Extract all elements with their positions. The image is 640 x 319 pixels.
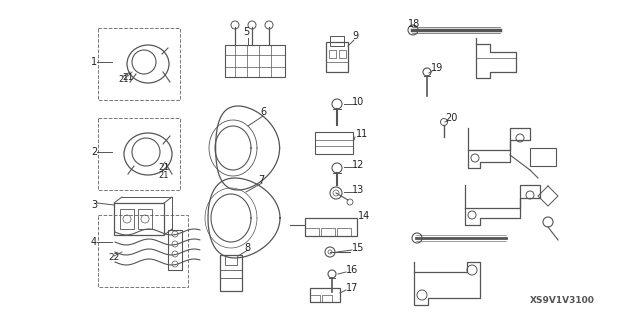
Text: 2: 2 xyxy=(91,147,97,157)
Bar xyxy=(114,203,164,235)
Bar xyxy=(530,148,556,166)
Text: 21: 21 xyxy=(158,170,168,180)
Bar xyxy=(98,215,188,287)
Bar xyxy=(305,218,357,236)
Bar xyxy=(310,295,320,302)
Text: 15: 15 xyxy=(352,243,364,253)
Text: 11: 11 xyxy=(356,129,368,139)
Bar xyxy=(330,36,344,46)
Text: 9: 9 xyxy=(352,31,358,41)
Text: 4: 4 xyxy=(91,237,97,247)
Bar xyxy=(322,295,332,302)
Bar xyxy=(321,228,335,236)
Bar xyxy=(98,28,180,100)
Text: 8: 8 xyxy=(244,243,250,253)
Text: 17: 17 xyxy=(346,283,358,293)
Text: 19: 19 xyxy=(431,63,444,73)
Text: 21: 21 xyxy=(122,73,133,83)
Bar xyxy=(225,255,237,265)
Text: 22: 22 xyxy=(108,254,119,263)
Text: 7: 7 xyxy=(258,175,264,185)
Text: 3: 3 xyxy=(91,200,97,210)
Bar xyxy=(168,230,182,270)
Bar xyxy=(339,50,346,58)
Bar xyxy=(120,209,134,229)
Bar xyxy=(310,288,340,302)
Bar xyxy=(225,45,285,77)
Text: 14: 14 xyxy=(358,211,371,221)
Bar xyxy=(220,255,242,291)
Bar xyxy=(138,209,152,229)
Bar xyxy=(305,228,319,236)
Text: 10: 10 xyxy=(352,97,364,107)
Bar xyxy=(326,42,348,72)
Text: 21: 21 xyxy=(118,76,129,85)
Text: 1: 1 xyxy=(91,57,97,67)
Text: 21: 21 xyxy=(158,164,170,173)
Text: 18: 18 xyxy=(408,19,420,29)
Bar xyxy=(337,228,351,236)
Text: XS9V1V3100: XS9V1V3100 xyxy=(530,296,595,305)
Text: 16: 16 xyxy=(346,265,358,275)
Text: 12: 12 xyxy=(352,160,364,170)
Bar xyxy=(98,118,180,190)
Bar xyxy=(329,50,336,58)
Bar xyxy=(315,132,353,154)
Text: 5: 5 xyxy=(243,27,249,37)
Text: 13: 13 xyxy=(352,185,364,195)
Text: 6: 6 xyxy=(260,107,266,117)
Text: 20: 20 xyxy=(445,113,458,123)
